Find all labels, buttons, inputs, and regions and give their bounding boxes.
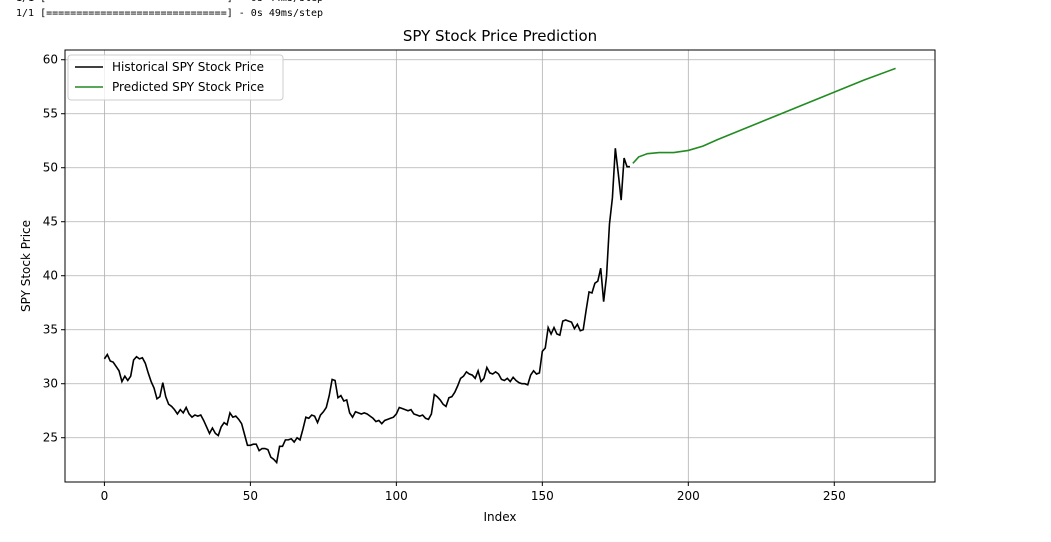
chart-title: SPY Stock Price Prediction: [403, 27, 597, 45]
y-tick-label: 30: [43, 377, 58, 391]
x-tick-label: 0: [101, 489, 109, 503]
y-axis-label: SPY Stock Price: [19, 220, 33, 312]
x-tick-label: 200: [677, 489, 700, 503]
legend-box: [67, 54, 284, 101]
legend-label: Predicted SPY Stock Price: [112, 80, 264, 94]
series-line: [632, 67, 896, 164]
x-tick-label: 100: [385, 489, 408, 503]
y-tick-label: 45: [43, 215, 58, 229]
legend-label: Historical SPY Stock Price: [112, 60, 264, 74]
y-tick-label: 50: [43, 161, 58, 175]
y-tick-label: 55: [43, 107, 58, 121]
console-line: 1/1 [==============================] - 0…: [16, 8, 323, 19]
y-tick-label: 60: [43, 53, 58, 67]
x-tick-label: 250: [823, 489, 846, 503]
plot-frame: [64, 49, 936, 483]
x-tick-label: 150: [531, 489, 554, 503]
y-tick-label: 35: [43, 323, 58, 337]
x-axis-label: Index: [483, 510, 516, 524]
y-tick-label: 40: [43, 269, 58, 283]
y-tick-label: 25: [43, 431, 58, 445]
console-line: 1/1 [==============================] - 0…: [16, 0, 323, 4]
series-line: [103, 148, 630, 465]
x-tick-label: 50: [243, 489, 258, 503]
